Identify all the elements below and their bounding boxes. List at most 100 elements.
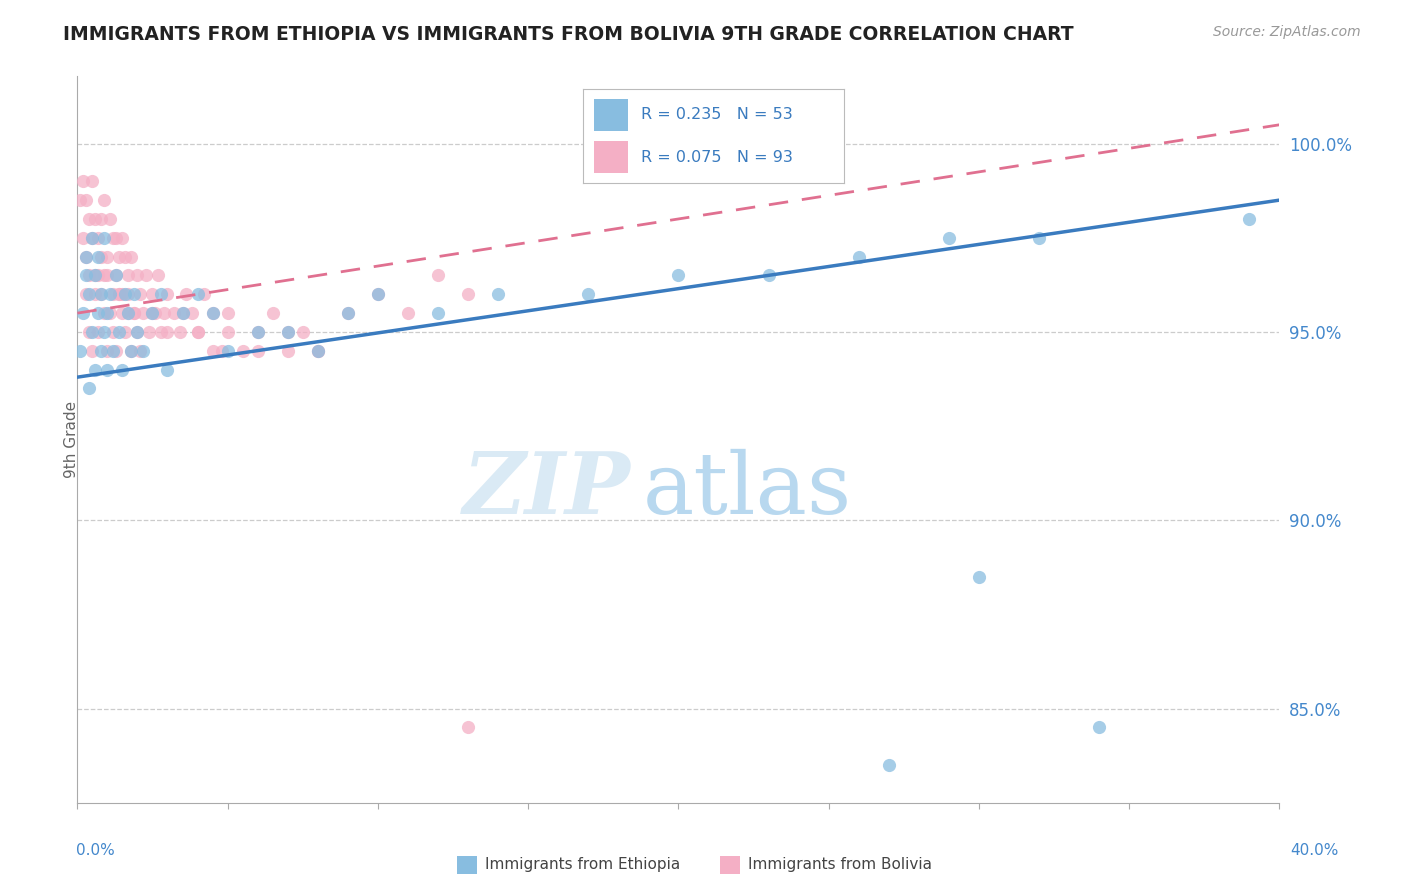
Point bbox=[103, 343, 125, 358]
Point bbox=[108, 287, 131, 301]
Point bbox=[117, 287, 139, 301]
Point bbox=[211, 343, 233, 358]
Point bbox=[124, 306, 146, 320]
Point bbox=[93, 231, 115, 245]
Point bbox=[84, 287, 107, 301]
Point bbox=[75, 268, 97, 283]
Point bbox=[201, 306, 224, 320]
Point bbox=[90, 343, 112, 358]
Point bbox=[75, 193, 97, 207]
Point bbox=[336, 306, 359, 320]
Point bbox=[186, 325, 209, 339]
Y-axis label: 9th Grade: 9th Grade bbox=[65, 401, 79, 478]
Point bbox=[117, 306, 139, 320]
Text: 0.0%: 0.0% bbox=[76, 843, 115, 858]
Point bbox=[87, 250, 110, 264]
Point bbox=[82, 231, 104, 245]
Point bbox=[848, 250, 870, 264]
Point bbox=[120, 250, 142, 264]
Point bbox=[262, 306, 284, 320]
Text: Immigrants from Bolivia: Immigrants from Bolivia bbox=[748, 857, 932, 871]
Point bbox=[75, 250, 97, 264]
Point bbox=[938, 231, 960, 245]
Point bbox=[111, 231, 134, 245]
Point bbox=[367, 287, 389, 301]
Point bbox=[291, 325, 314, 339]
Text: R = 0.075   N = 93: R = 0.075 N = 93 bbox=[641, 150, 793, 165]
Point bbox=[156, 325, 179, 339]
Point bbox=[120, 343, 142, 358]
Point bbox=[1088, 721, 1111, 735]
Point bbox=[117, 306, 139, 320]
Point bbox=[96, 343, 118, 358]
Point bbox=[307, 343, 329, 358]
Point bbox=[108, 250, 131, 264]
Point bbox=[1028, 231, 1050, 245]
Point bbox=[82, 343, 104, 358]
Point bbox=[148, 268, 170, 283]
Point bbox=[427, 268, 450, 283]
Point bbox=[138, 325, 160, 339]
Point bbox=[877, 758, 900, 772]
Text: Source: ZipAtlas.com: Source: ZipAtlas.com bbox=[1213, 25, 1361, 39]
Bar bbox=[593, 141, 627, 173]
Point bbox=[174, 287, 197, 301]
Text: R = 0.235   N = 53: R = 0.235 N = 53 bbox=[641, 107, 793, 122]
Point bbox=[127, 325, 149, 339]
Point bbox=[69, 193, 91, 207]
Point bbox=[114, 325, 136, 339]
Point bbox=[246, 325, 269, 339]
Point bbox=[79, 381, 101, 395]
Point bbox=[457, 287, 479, 301]
Point bbox=[217, 306, 239, 320]
Point bbox=[103, 325, 125, 339]
Text: 40.0%: 40.0% bbox=[1291, 843, 1339, 858]
Point bbox=[150, 287, 173, 301]
Point bbox=[75, 250, 97, 264]
Point bbox=[141, 306, 163, 320]
Point bbox=[120, 343, 142, 358]
Point bbox=[103, 287, 125, 301]
Point bbox=[427, 306, 450, 320]
Point bbox=[96, 306, 118, 320]
Point bbox=[117, 268, 139, 283]
Point bbox=[150, 325, 173, 339]
Point bbox=[93, 193, 115, 207]
Point bbox=[172, 306, 194, 320]
Point bbox=[93, 306, 115, 320]
Point bbox=[96, 268, 118, 283]
Point bbox=[277, 325, 299, 339]
Point bbox=[100, 287, 122, 301]
Point bbox=[576, 287, 599, 301]
Point bbox=[132, 306, 155, 320]
Point bbox=[100, 306, 122, 320]
Point bbox=[967, 570, 990, 584]
Point bbox=[367, 287, 389, 301]
Point bbox=[114, 250, 136, 264]
Point bbox=[93, 325, 115, 339]
Point bbox=[153, 306, 176, 320]
Point bbox=[156, 362, 179, 376]
Point bbox=[82, 231, 104, 245]
Point bbox=[457, 721, 479, 735]
Point bbox=[172, 306, 194, 320]
Point bbox=[217, 343, 239, 358]
Point bbox=[141, 287, 163, 301]
Point bbox=[84, 211, 107, 226]
Point bbox=[79, 211, 101, 226]
Point bbox=[105, 268, 128, 283]
Point bbox=[90, 211, 112, 226]
Point bbox=[79, 287, 101, 301]
Point bbox=[246, 325, 269, 339]
Point bbox=[103, 231, 125, 245]
Point bbox=[162, 306, 184, 320]
Point bbox=[69, 343, 91, 358]
Point bbox=[90, 250, 112, 264]
Point bbox=[114, 287, 136, 301]
Point bbox=[96, 362, 118, 376]
Point bbox=[169, 325, 191, 339]
Point bbox=[124, 287, 146, 301]
Point bbox=[82, 174, 104, 188]
Point bbox=[100, 211, 122, 226]
Point bbox=[141, 306, 163, 320]
